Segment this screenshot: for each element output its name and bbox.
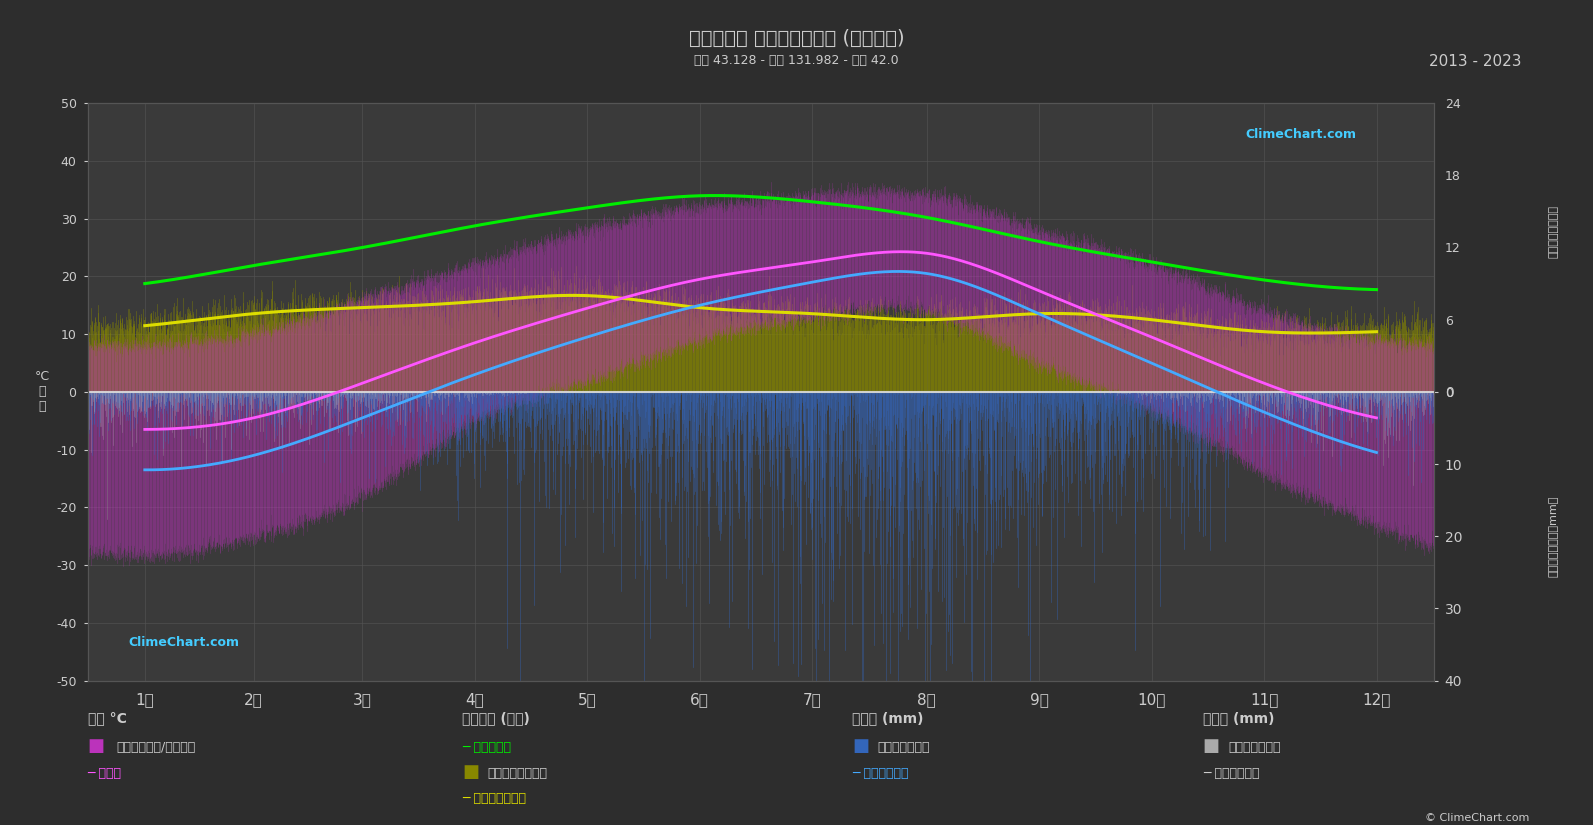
Text: 2013 - 2023: 2013 - 2023 [1429, 54, 1521, 68]
Text: 日照時間（時間）: 日照時間（時間） [1548, 205, 1558, 257]
Text: の気候変動 ウラジオストク (シビリア): の気候変動 ウラジオストク (シビリア) [688, 29, 905, 48]
Text: 降水量／降雪量（mm）: 降水量／降雪量（mm） [1548, 496, 1558, 577]
Text: 降雨量 (mm): 降雨量 (mm) [852, 711, 924, 725]
Text: ClimeChart.com: ClimeChart.com [127, 636, 239, 649]
Text: ■: ■ [88, 737, 105, 755]
Text: 日ごとの日照時間: 日ごとの日照時間 [487, 767, 548, 780]
Text: ─ 月平均: ─ 月平均 [88, 767, 121, 780]
Text: 気温 °C: 気温 °C [88, 711, 126, 725]
Y-axis label: °C
温
度: °C 温 度 [35, 370, 49, 413]
Text: ─ 月平均日照時間: ─ 月平均日照時間 [462, 792, 526, 805]
Text: © ClimeChart.com: © ClimeChart.com [1424, 813, 1529, 823]
Text: ClimeChart.com: ClimeChart.com [1246, 128, 1356, 141]
Text: ■: ■ [462, 763, 479, 781]
Text: ■: ■ [1203, 737, 1220, 755]
Text: 日ごとの降雨量: 日ごとの降雨量 [878, 741, 930, 754]
Text: ─ 月平均降雨量: ─ 月平均降雨量 [852, 767, 908, 780]
Text: 緯度 43.128 - 経度 131.982 - 標高 42.0: 緯度 43.128 - 経度 131.982 - 標高 42.0 [695, 54, 898, 67]
Text: ─ 月平均降雪量: ─ 月平均降雪量 [1203, 767, 1258, 780]
Text: 降雪量 (mm): 降雪量 (mm) [1203, 711, 1274, 725]
Text: 日ごとの最小/最大範囲: 日ごとの最小/最大範囲 [116, 741, 196, 754]
Text: ■: ■ [852, 737, 870, 755]
Text: 日ごとの降雪量: 日ごとの降雪量 [1228, 741, 1281, 754]
Text: ─ 日中の時間: ─ 日中の時間 [462, 741, 511, 754]
Text: 日照時間 (時間): 日照時間 (時間) [462, 711, 530, 725]
